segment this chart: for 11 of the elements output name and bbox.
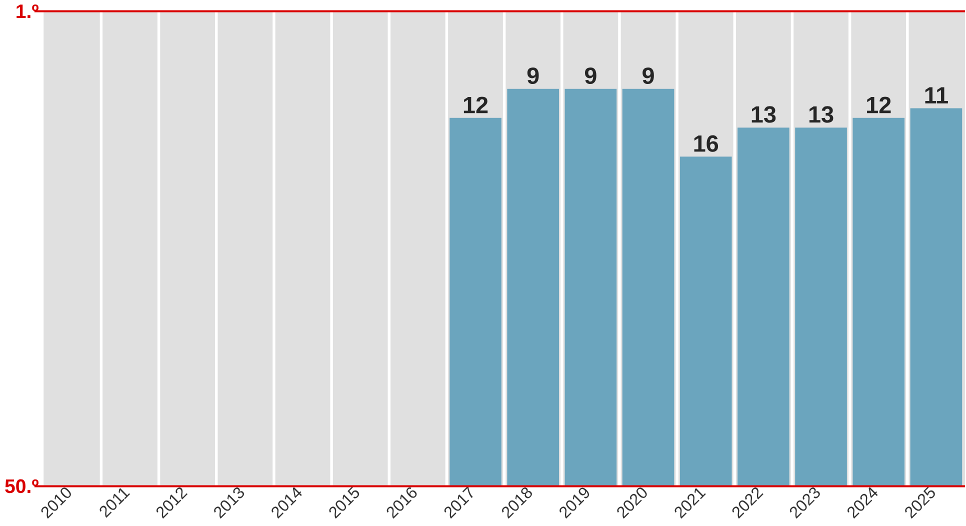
data-label: 13	[752, 106, 776, 123]
data-label: 12	[867, 96, 891, 114]
y-tick-label: 50.º	[5, 479, 38, 494]
data-label: 9	[527, 68, 539, 84]
data-label: 11	[925, 87, 948, 104]
data-label: 9	[642, 68, 654, 84]
data-label: 16	[694, 135, 718, 152]
data-label: 13	[809, 106, 834, 123]
data-label: 9	[584, 68, 596, 84]
data-label: 12	[464, 96, 488, 114]
y-tick-label: 1.º	[16, 4, 38, 18]
